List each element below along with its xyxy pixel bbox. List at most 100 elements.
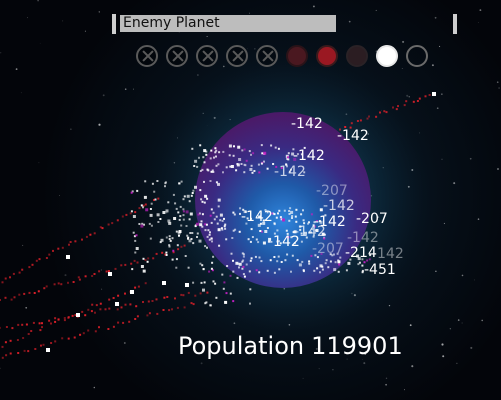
player-ship bbox=[243, 148, 246, 151]
player-ship bbox=[157, 221, 160, 223]
enemy-ship bbox=[18, 271, 21, 274]
player-ship bbox=[290, 270, 292, 273]
star bbox=[474, 279, 476, 281]
player-ship bbox=[261, 230, 263, 233]
x-circle-icon[interactable] bbox=[166, 45, 188, 67]
star bbox=[439, 45, 441, 47]
player-ship bbox=[247, 238, 250, 241]
dark-slot-icon[interactable] bbox=[346, 45, 368, 67]
player-ship bbox=[296, 259, 299, 262]
player-ship bbox=[270, 144, 273, 147]
player-ship bbox=[203, 281, 206, 284]
enemy-ship bbox=[124, 292, 126, 295]
x-circle-icon[interactable] bbox=[256, 45, 278, 67]
damage-number: -142 bbox=[274, 164, 306, 180]
hud-right-bracket bbox=[453, 14, 457, 34]
player-ship bbox=[293, 242, 296, 245]
white-slot-icon[interactable] bbox=[376, 45, 398, 67]
enemy-ship bbox=[108, 298, 111, 301]
x-circle-icon[interactable] bbox=[136, 45, 158, 67]
player-ship bbox=[179, 215, 182, 218]
player-ship bbox=[249, 168, 253, 171]
enemy-ship bbox=[93, 232, 96, 235]
player-ship bbox=[132, 231, 135, 234]
red-slot-icon[interactable] bbox=[316, 45, 338, 67]
player-ship bbox=[267, 240, 270, 243]
enemy-ship bbox=[144, 282, 147, 285]
player-ship bbox=[209, 214, 212, 217]
empty-slot-icon[interactable] bbox=[406, 45, 428, 67]
player-ship bbox=[296, 153, 299, 156]
player-ship bbox=[315, 220, 318, 223]
player-ship bbox=[293, 230, 297, 234]
star bbox=[101, 288, 103, 290]
player-ship bbox=[204, 229, 207, 232]
player-ship bbox=[234, 228, 237, 231]
player-ship bbox=[188, 200, 191, 203]
player-ship bbox=[361, 264, 364, 267]
player-ship bbox=[215, 181, 218, 184]
player-ship bbox=[174, 202, 177, 205]
star bbox=[404, 389, 406, 391]
player-ship bbox=[190, 238, 193, 240]
enemy-ship bbox=[94, 311, 96, 314]
star bbox=[84, 30, 86, 32]
player-ship bbox=[192, 189, 195, 192]
damage-number: -142 bbox=[241, 209, 273, 225]
enemy-planet[interactable] bbox=[195, 112, 371, 288]
player-ship bbox=[278, 268, 281, 271]
enemy-ship bbox=[50, 322, 52, 325]
enemy-ship bbox=[424, 95, 427, 98]
x-circle-icon[interactable] bbox=[196, 45, 218, 67]
enemy-ship bbox=[69, 241, 72, 243]
enemy-ship bbox=[54, 317, 57, 320]
enemy-ship bbox=[37, 290, 40, 293]
player-ship bbox=[260, 144, 263, 147]
enemy-ship bbox=[1, 281, 4, 284]
x-circle-icon[interactable] bbox=[226, 45, 248, 67]
player-ship bbox=[291, 254, 294, 257]
player-ship bbox=[299, 228, 302, 231]
player-ship bbox=[239, 212, 241, 215]
star bbox=[409, 324, 412, 327]
star bbox=[397, 350, 399, 352]
player-ship bbox=[242, 255, 245, 258]
player-ship bbox=[206, 197, 209, 200]
enemy-ship bbox=[99, 308, 102, 311]
player-ship bbox=[251, 171, 254, 174]
enemy-ship bbox=[135, 305, 138, 308]
player-ship bbox=[290, 236, 293, 239]
player-ship bbox=[222, 287, 225, 290]
player-ship bbox=[138, 223, 141, 225]
player-ship bbox=[225, 166, 228, 169]
enemy-ship bbox=[61, 246, 64, 249]
player-ship bbox=[191, 232, 194, 234]
player-ship bbox=[316, 256, 319, 259]
player-ship bbox=[277, 212, 279, 215]
hud-left-bracket bbox=[112, 14, 116, 34]
damage-number: -142 bbox=[293, 148, 325, 164]
enemy-ship bbox=[136, 261, 139, 264]
player-ship bbox=[284, 259, 287, 262]
player-ship bbox=[252, 152, 255, 155]
player-ship bbox=[206, 235, 209, 238]
dark-red-slot-icon[interactable] bbox=[286, 45, 308, 67]
enemy-ship bbox=[99, 226, 102, 229]
player-ship bbox=[201, 200, 204, 203]
player-ship bbox=[206, 168, 209, 171]
player-ship bbox=[188, 239, 192, 243]
damage-number: -142 bbox=[314, 214, 346, 230]
player-ship bbox=[298, 263, 302, 267]
player-ship bbox=[233, 213, 236, 216]
star bbox=[132, 88, 134, 90]
player-ship bbox=[321, 265, 324, 268]
star bbox=[385, 383, 387, 386]
enemy-ship bbox=[21, 323, 24, 326]
player-ship bbox=[278, 209, 281, 212]
player-ship bbox=[197, 213, 200, 216]
player-ship bbox=[232, 270, 235, 273]
enemy-ship bbox=[63, 319, 66, 322]
player-ship bbox=[303, 222, 306, 225]
player-ship bbox=[212, 280, 215, 283]
